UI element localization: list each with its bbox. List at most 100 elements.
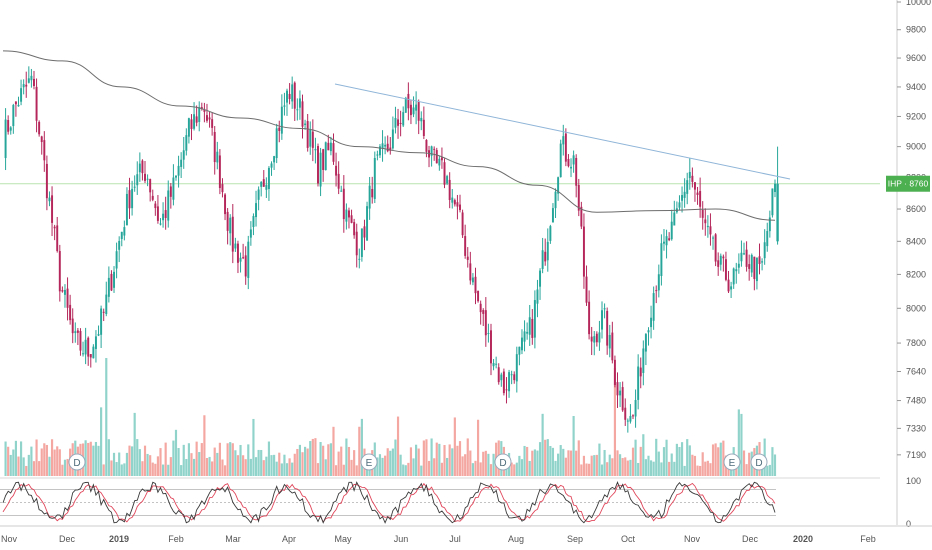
- time-tick-label: 2019: [109, 534, 129, 544]
- candle: [606, 307, 609, 355]
- oscillator-tick-label: 100: [906, 476, 921, 486]
- volume-bar: [709, 463, 712, 476]
- candle: [515, 346, 518, 393]
- volume-bar: [719, 442, 722, 476]
- candle: [453, 198, 456, 207]
- candle-body: [518, 346, 521, 355]
- candle: [118, 236, 121, 263]
- volume-bar: [600, 464, 604, 476]
- candle: [107, 266, 110, 303]
- volume-bar: [471, 463, 474, 476]
- volume-bar: [27, 454, 30, 476]
- volume-bar: [722, 440, 725, 476]
- candle-body: [730, 286, 733, 290]
- candle: [332, 133, 335, 165]
- price-axis[interactable]: 7190733074807640780080008200840086008800…: [896, 0, 931, 525]
- candle: [94, 330, 97, 363]
- volume-bar: [626, 460, 629, 476]
- candle: [7, 115, 10, 135]
- volume-bar: [652, 461, 655, 476]
- candle-body: [76, 330, 79, 333]
- candle: [27, 66, 30, 84]
- volume-bar: [38, 461, 41, 476]
- candle: [466, 247, 469, 268]
- volume-bar: [466, 438, 469, 476]
- candle-body: [255, 203, 258, 218]
- candle-body: [644, 334, 647, 352]
- candle-body: [758, 256, 761, 264]
- candle: [714, 233, 717, 267]
- volume-bar: [195, 441, 198, 476]
- volume-bar: [616, 450, 619, 476]
- volume-bar: [17, 456, 20, 476]
- volume-bar: [748, 452, 751, 476]
- candle: [208, 111, 211, 128]
- volume-bar: [458, 441, 462, 476]
- candle-body: [97, 334, 100, 336]
- candle: [381, 130, 384, 162]
- candle-body: [265, 184, 268, 190]
- candle-body: [551, 208, 554, 223]
- volume-bar: [198, 452, 201, 476]
- event-marker[interactable]: D: [494, 453, 512, 471]
- volume-bar: [510, 462, 513, 476]
- candle-body: [611, 332, 614, 361]
- candle: [58, 244, 61, 302]
- volume-bar: [461, 456, 464, 476]
- candle-body: [536, 289, 539, 304]
- candle: [25, 71, 28, 98]
- candle: [704, 208, 707, 236]
- event-marker[interactable]: D: [68, 453, 86, 471]
- volume-bar: [580, 464, 583, 476]
- candle-body: [520, 337, 523, 351]
- candle: [389, 137, 392, 155]
- candle: [337, 161, 340, 195]
- candle: [608, 324, 611, 358]
- candle: [564, 128, 567, 167]
- candle: [655, 285, 658, 304]
- volume-bar: [218, 442, 221, 476]
- volume-bar: [430, 438, 433, 476]
- volume-bar: [402, 464, 405, 476]
- volume-bar: [213, 447, 216, 476]
- candle-body: [394, 118, 397, 128]
- candle: [582, 213, 585, 289]
- volume-bar: [167, 464, 170, 476]
- time-tick-label: Nov: [1, 534, 18, 544]
- volume-bar: [611, 458, 614, 476]
- volume-bar: [115, 462, 118, 476]
- volume-bar: [706, 460, 709, 476]
- volume-bar: [345, 438, 348, 476]
- time-axis[interactable]: Nov Dec 2019 Feb Mar Apr May Jun Jul Aug Sep Oct Nov…: [0, 525, 932, 544]
- volume-bar: [164, 442, 167, 476]
- candle-body: [381, 143, 384, 149]
- candle-body: [125, 193, 128, 226]
- candle-body: [146, 178, 149, 180]
- candle: [753, 256, 756, 291]
- candle: [255, 190, 258, 227]
- event-marker[interactable]: E: [723, 453, 741, 471]
- volume-bar: [730, 465, 733, 476]
- candle-body: [9, 127, 12, 131]
- event-marker-label: E: [729, 458, 736, 469]
- volume-bar: [376, 457, 379, 476]
- candle-body: [681, 195, 684, 201]
- candle: [724, 251, 727, 282]
- candle: [141, 159, 144, 181]
- candle-body: [639, 367, 642, 377]
- event-marker[interactable]: E: [360, 453, 378, 471]
- candle: [213, 126, 216, 175]
- event-marker[interactable]: D: [750, 453, 768, 471]
- candle: [12, 103, 15, 134]
- candle-body: [745, 249, 748, 267]
- candle-body: [539, 270, 542, 287]
- candle: [459, 194, 461, 213]
- volume-bar: [260, 450, 263, 476]
- volume-bar: [448, 444, 451, 476]
- candle: [247, 235, 250, 290]
- volume-bar: [190, 453, 193, 476]
- trendline[interactable]: [334, 83, 791, 180]
- candle-body: [737, 263, 740, 268]
